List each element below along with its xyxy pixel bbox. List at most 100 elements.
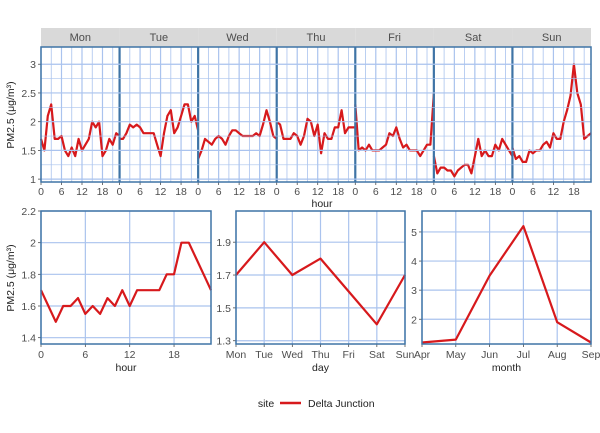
facet-label-sun: Sun: [542, 32, 562, 44]
x-tick-label: Mon: [226, 349, 247, 361]
x-tick-label: 12: [155, 186, 167, 198]
x-tick-label: 0: [431, 186, 437, 198]
y-tick-label: 1.4: [21, 333, 36, 345]
y-tick-label: 2.5: [21, 88, 36, 100]
x-tick-label: Jun: [481, 349, 498, 361]
x-tick-label: 12: [233, 186, 245, 198]
facet-strip: [41, 28, 120, 47]
facet-strip: [276, 28, 356, 47]
facet-label-sat: Sat: [465, 32, 482, 44]
x-tick-label: Aug: [548, 349, 567, 361]
legend-entry-delta-junction: Delta Junction: [308, 398, 375, 410]
x-tick-label: 6: [530, 186, 536, 198]
y-tick-label: 5: [411, 227, 417, 239]
x-tick-label: Sat: [369, 349, 385, 361]
y-tick-label: 1.7: [216, 270, 231, 282]
y-axis-title: PM2.5 (μg/m³): [5, 81, 17, 148]
x-tick-label: Apr: [414, 349, 431, 361]
series-line-thu: [275, 109, 356, 155]
x-tick-label: 18: [97, 186, 109, 198]
y-tick-label: 2: [30, 117, 36, 129]
x-tick-label: 6: [59, 186, 65, 198]
x-tick-label: 12: [76, 186, 88, 198]
y-tick-label: 1.3: [216, 336, 231, 348]
x-tick-label: 0: [195, 186, 201, 198]
facet-strip: [119, 28, 199, 47]
hour-series-line: [40, 241, 212, 323]
month-x-axis-title: month: [492, 362, 521, 374]
x-tick-label: 12: [390, 186, 402, 198]
x-tick-label: 18: [332, 186, 344, 198]
x-tick-label: 18: [168, 349, 180, 361]
hour-y-axis-title: PM2.5 (μg/m³): [5, 244, 17, 311]
month-plot-background: [422, 211, 591, 344]
x-tick-label: Thu: [311, 349, 329, 361]
x-tick-label: 0: [352, 186, 358, 198]
x-tick-label: Fri: [343, 349, 355, 361]
y-tick-label: 2: [411, 314, 417, 326]
x-tick-label: Jul: [517, 349, 530, 361]
x-tick-label: Sep: [582, 349, 600, 361]
x-tick-label: 6: [373, 186, 379, 198]
day-plot-frame: [235, 210, 406, 345]
hour-x-axis-title: hour: [115, 362, 137, 374]
x-tick-label: 12: [469, 186, 481, 198]
facet-strip: [198, 28, 277, 47]
x-tick-label: 18: [254, 186, 266, 198]
x-tick-label: 18: [568, 186, 580, 198]
month-series-line: [421, 225, 592, 344]
x-tick-label: May: [446, 349, 467, 361]
day-series-line: [235, 241, 406, 326]
x-tick-label: 18: [175, 186, 187, 198]
series-line-fri: [354, 92, 435, 158]
x-tick-label: 18: [490, 186, 502, 198]
hour-plot-background: [41, 211, 211, 344]
facet-label-tue: Tue: [150, 32, 169, 44]
facet-label-fri: Fri: [388, 32, 401, 44]
x-tick-label: Wed: [282, 349, 304, 361]
facet-label-mon: Mon: [70, 32, 91, 44]
x-tick-label: 0: [117, 186, 123, 198]
facet-strip: [433, 28, 513, 47]
x-tick-label: 0: [38, 186, 44, 198]
y-tick-label: 1.5: [216, 303, 231, 315]
y-tick-label: 2: [30, 238, 36, 250]
y-tick-label: 2.2: [21, 206, 36, 218]
top-plot-background: [41, 47, 591, 182]
x-tick-label: Sun: [396, 349, 415, 361]
top-plot-frame: [40, 46, 592, 183]
facet-label-thu: Thu: [307, 32, 326, 44]
y-tick-label: 4: [411, 256, 417, 268]
y-tick-label: 1.9: [216, 237, 231, 249]
x-axis-title: hour: [311, 198, 333, 210]
series-line-mon: [39, 103, 121, 158]
x-tick-label: 6: [137, 186, 143, 198]
x-tick-label: 6: [216, 186, 222, 198]
y-tick-label: 3: [411, 285, 417, 297]
y-tick-label: 1: [30, 174, 36, 186]
x-tick-label: 6: [82, 349, 88, 361]
x-tick-label: 0: [510, 186, 516, 198]
y-tick-label: 1.6: [21, 301, 36, 313]
day-x-axis-title: day: [312, 362, 330, 374]
y-tick-label: 1.5: [21, 145, 36, 157]
x-tick-label: 12: [124, 349, 136, 361]
series-line-sun: [511, 63, 592, 163]
x-tick-label: 18: [411, 186, 423, 198]
legend-title: site: [258, 398, 275, 410]
facet-label-wed: Wed: [226, 32, 248, 44]
x-tick-label: Tue: [255, 349, 273, 361]
y-tick-label: 3: [30, 59, 36, 71]
x-tick-label: 6: [294, 186, 300, 198]
x-tick-label: 12: [312, 186, 324, 198]
x-tick-label: 0: [274, 186, 280, 198]
hour-plot-frame: [40, 210, 212, 345]
x-tick-label: 0: [38, 349, 44, 361]
facet-strip: [512, 28, 591, 47]
x-tick-label: 12: [548, 186, 560, 198]
x-tick-label: 6: [451, 186, 457, 198]
y-tick-label: 1.8: [21, 269, 36, 281]
month-plot-frame: [421, 210, 592, 345]
facet-strip: [355, 28, 434, 47]
